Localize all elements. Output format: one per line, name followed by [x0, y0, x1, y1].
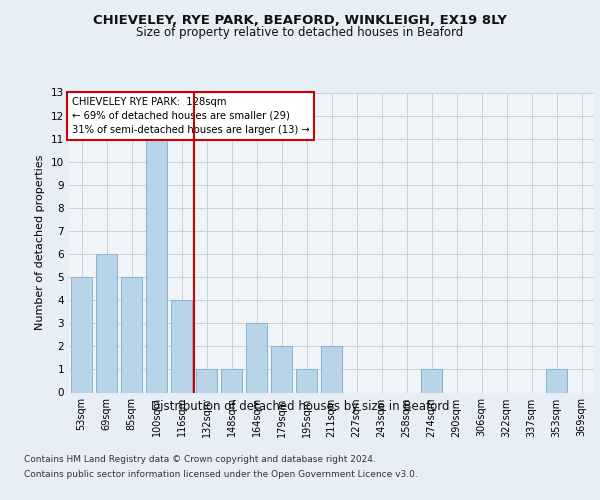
- Text: Contains public sector information licensed under the Open Government Licence v3: Contains public sector information licen…: [24, 470, 418, 479]
- Text: Contains HM Land Registry data © Crown copyright and database right 2024.: Contains HM Land Registry data © Crown c…: [24, 455, 376, 464]
- Bar: [246, 324, 267, 392]
- Bar: [321, 346, 342, 393]
- Text: Size of property relative to detached houses in Beaford: Size of property relative to detached ho…: [136, 26, 464, 39]
- Bar: [296, 370, 317, 392]
- Bar: [146, 138, 167, 392]
- Bar: [71, 277, 92, 392]
- Bar: [421, 370, 442, 392]
- Bar: [196, 370, 217, 392]
- Bar: [221, 370, 242, 392]
- Bar: [96, 254, 117, 392]
- Text: CHIEVELEY RYE PARK:  128sqm
← 69% of detached houses are smaller (29)
31% of sem: CHIEVELEY RYE PARK: 128sqm ← 69% of deta…: [71, 97, 310, 135]
- Bar: [271, 346, 292, 393]
- Text: Distribution of detached houses by size in Beaford: Distribution of detached houses by size …: [151, 400, 449, 413]
- Bar: [546, 370, 567, 392]
- Bar: [171, 300, 192, 392]
- Y-axis label: Number of detached properties: Number of detached properties: [35, 155, 46, 330]
- Text: CHIEVELEY, RYE PARK, BEAFORD, WINKLEIGH, EX19 8LY: CHIEVELEY, RYE PARK, BEAFORD, WINKLEIGH,…: [93, 14, 507, 27]
- Bar: [121, 277, 142, 392]
